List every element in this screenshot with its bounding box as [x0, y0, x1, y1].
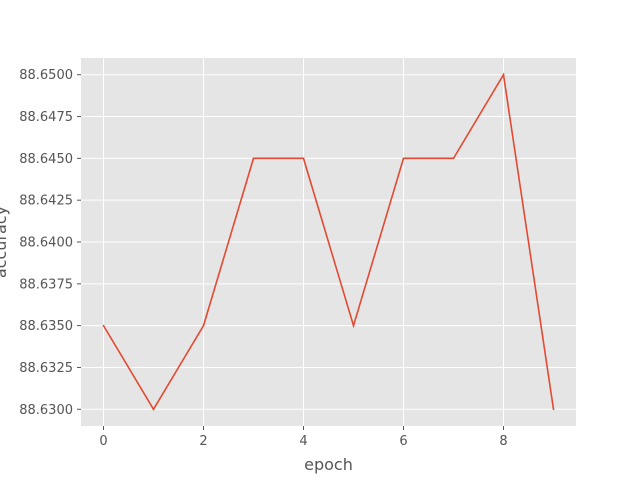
data-point: [402, 157, 405, 160]
data-point: [152, 408, 155, 411]
y-tick-label: 88.6425: [19, 194, 73, 209]
y-axis-label: accuracy: [0, 206, 10, 278]
y-tick-label: 88.6375: [19, 277, 73, 292]
x-tick-label: 0: [99, 434, 107, 449]
x-axis-label: epoch: [304, 455, 353, 474]
y-tick-label: 88.6300: [19, 403, 73, 418]
data-point: [302, 157, 305, 160]
x-tick-label: 8: [499, 434, 507, 449]
y-tick-label: 88.6450: [19, 152, 73, 167]
data-point: [502, 73, 505, 76]
data-point: [352, 324, 355, 327]
x-tick-label: 6: [399, 434, 407, 449]
x-tick-label: 4: [299, 434, 307, 449]
tick-layer: 0 2 4 6 8 88.6300 88.6325 88.6350 88.6375 88.6400…: [19, 68, 507, 449]
y-tick-label: 88.6325: [19, 361, 73, 376]
data-point: [202, 324, 205, 327]
y-tick-label: 88.6350: [19, 319, 73, 334]
data-point: [252, 157, 255, 160]
y-tick-label: 88.6475: [19, 110, 73, 125]
y-tick-label: 88.6500: [19, 68, 73, 83]
series-layer: [102, 72, 555, 411]
x-tick-label: 2: [199, 434, 207, 449]
data-point: [552, 408, 555, 411]
series-line: [102, 72, 555, 411]
y-tick-label: 88.6400: [19, 236, 73, 251]
data-point: [452, 157, 455, 160]
data-point: [102, 324, 105, 327]
